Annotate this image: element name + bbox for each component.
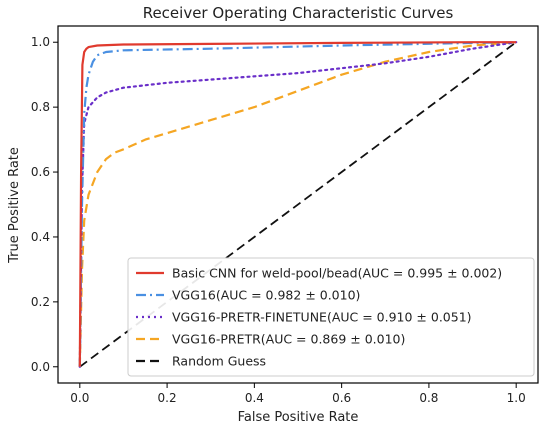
- axis-ticks: 0.0 0.2 0.4 0.6 0.8 1.0 0.0 0.2 0.4 0.6 0.8 1.0: [31, 35, 526, 405]
- x-axis-label: False Positive Rate: [238, 410, 359, 425]
- legend-label-2: VGG16-PRETR-FINETUNE(AUC = 0.910 ± 0.051…: [172, 310, 472, 325]
- legend-label-4: Random Guess: [172, 354, 266, 369]
- legend: Basic CNN for weld-pool/bead(AUC = 0.995…: [127, 257, 535, 377]
- y-axis-label: True Positive Rate: [7, 147, 22, 264]
- legend-label-3: VGG16-PRETR(AUC = 0.869 ± 0.010): [172, 332, 405, 347]
- legend-box: [127, 257, 535, 377]
- chart-title: Receiver Operating Characteristic Curves: [143, 4, 454, 22]
- y-tick-label: 0.4: [31, 230, 50, 244]
- y-tick-label: 0.0: [31, 360, 50, 374]
- x-tick-label: 0.0: [70, 391, 89, 405]
- x-tick-label: 1.0: [507, 391, 526, 405]
- x-tick-label: 0.8: [419, 391, 438, 405]
- y-tick-label: 0.8: [31, 100, 50, 114]
- legend-label-1: VGG16(AUC = 0.982 ± 0.010): [172, 288, 360, 303]
- plot-frame: [57, 25, 539, 384]
- x-tick-label: 0.4: [245, 391, 264, 405]
- series-line-3: [78, 41, 517, 367]
- series-line-2: [78, 41, 518, 368]
- series-line-0: [78, 41, 517, 367]
- x-tick-label: 0.6: [332, 391, 351, 405]
- y-tick-label: 0.6: [31, 165, 50, 179]
- x-tick-label: 0.2: [158, 391, 177, 405]
- y-tick-label: 0.2: [31, 295, 50, 309]
- y-tick-label: 1.0: [31, 35, 50, 49]
- legend-label-0: Basic CNN for weld-pool/bead(AUC = 0.995…: [172, 266, 502, 281]
